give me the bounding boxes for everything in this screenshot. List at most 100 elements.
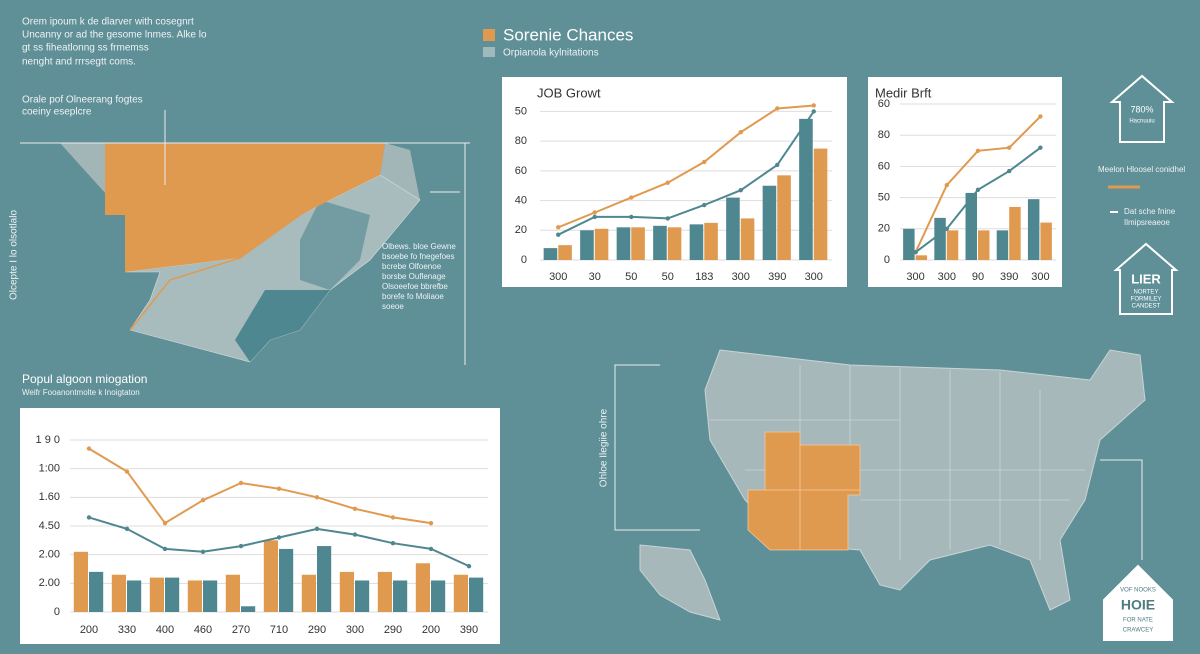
- bar: [653, 225, 667, 260]
- line-point: [276, 535, 282, 540]
- line-point: [124, 469, 130, 474]
- bar: [616, 227, 631, 260]
- bar: [339, 571, 354, 612]
- bar: [965, 192, 977, 260]
- chart-title: JOB Growt: [537, 85, 601, 100]
- x-tick-label: 300: [805, 271, 823, 283]
- line-point: [556, 232, 561, 237]
- line-point: [811, 103, 816, 108]
- bar: [187, 580, 202, 612]
- us-map: [614, 349, 1146, 621]
- x-tick-label: 270: [232, 624, 250, 636]
- bar: [279, 548, 294, 612]
- legend-swatch: [483, 29, 495, 41]
- x-tick-label: 330: [118, 624, 136, 636]
- map-region: [300, 200, 370, 290]
- x-tick-label: 390: [1000, 271, 1018, 283]
- x-tick-label: 460: [194, 624, 212, 636]
- y-tick-label: 0: [521, 254, 527, 266]
- legend-swatch: [483, 47, 495, 57]
- callout-line: bsoebe fo fnegefoes: [382, 252, 455, 261]
- line-point: [200, 498, 206, 503]
- line-point: [775, 106, 780, 111]
- x-tick-label: 300: [906, 271, 924, 283]
- house-outline: [1109, 74, 1175, 143]
- line-point: [592, 214, 597, 220]
- line-point: [238, 543, 244, 549]
- map-highlight: [105, 143, 385, 272]
- line-point: [775, 162, 780, 168]
- bar: [631, 227, 645, 260]
- line-point: [592, 210, 597, 215]
- map-highlight: [747, 431, 861, 551]
- callout-line: Olsoeefoe bbrefbe: [382, 282, 448, 291]
- map-note: Orale pof Olneerang fogtes: [22, 95, 143, 106]
- chart-title: Popul algoon miogation: [22, 372, 147, 386]
- y-tick-label: 20: [515, 224, 527, 236]
- line-point: [276, 486, 282, 491]
- y-tick-label: 4.50: [39, 520, 60, 532]
- y-tick-label: 50: [515, 105, 527, 117]
- x-tick-label: 200: [422, 624, 440, 636]
- map-note: coeiny eseplcre: [22, 107, 92, 118]
- y-tick-label: 60: [878, 98, 890, 110]
- bar: [996, 230, 1009, 260]
- x-tick-label: 200: [80, 624, 98, 636]
- bar: [726, 197, 740, 260]
- line-point: [200, 549, 206, 554]
- bar: [111, 574, 126, 612]
- bar: [73, 551, 88, 612]
- x-tick-label: 300: [1031, 271, 1049, 283]
- line-point: [162, 520, 168, 526]
- x-tick-label: 300: [346, 624, 364, 636]
- house-text: Hacnuuiu: [1129, 119, 1154, 125]
- x-tick-label: 400: [156, 624, 174, 636]
- x-tick-label: 290: [308, 624, 326, 636]
- x-tick-label: 300: [549, 271, 567, 283]
- y-tick-label: 60: [878, 160, 890, 172]
- pointer: [1100, 459, 1143, 560]
- house-icon: VOF NOOKS HOIE FOR NATE CRAWCEY: [1103, 564, 1173, 641]
- y-tick-label: 0: [884, 254, 890, 266]
- bar: [127, 580, 142, 612]
- bar: [580, 230, 594, 260]
- y-tick-label: 2.00: [39, 549, 60, 561]
- bar: [813, 148, 828, 260]
- line-point: [238, 480, 244, 486]
- y-tick-label: 80: [515, 135, 527, 147]
- bar: [704, 222, 718, 260]
- line-point: [1007, 145, 1012, 150]
- x-tick-label: 300: [732, 271, 750, 283]
- side-note: Ilmipsreaeoe: [1124, 218, 1170, 227]
- header-subtitle: Orpianola kylnitations: [503, 48, 599, 59]
- y-tick-label: 1.60: [39, 491, 60, 503]
- house-outline: [1113, 242, 1179, 315]
- bar: [415, 563, 430, 612]
- bar: [355, 580, 370, 612]
- map-region: [235, 290, 330, 362]
- x-tick-label: 390: [460, 624, 478, 636]
- header-title: Sorenie Chances: [503, 25, 633, 44]
- line-point: [428, 520, 434, 526]
- line-point: [738, 130, 743, 135]
- line-point: [162, 546, 168, 552]
- y-tick-label: 1 9 0: [36, 434, 60, 446]
- line-point: [86, 446, 92, 451]
- bar: [903, 228, 915, 260]
- state-borders: [710, 365, 1085, 560]
- route-line: [129, 169, 381, 331]
- line-point: [314, 526, 320, 532]
- left-map: [20, 110, 470, 365]
- house-text: 780%: [1130, 104, 1153, 114]
- state-borders: [765, 445, 860, 550]
- bar: [558, 245, 572, 260]
- line-point: [944, 182, 949, 188]
- bar: [594, 228, 609, 260]
- bar: [543, 248, 558, 260]
- x-tick-label: 390: [768, 271, 786, 283]
- house-text: CRAWCEY: [1123, 628, 1153, 634]
- line-point: [665, 180, 670, 185]
- y-tick-label: 0: [54, 606, 60, 618]
- bar: [777, 175, 791, 260]
